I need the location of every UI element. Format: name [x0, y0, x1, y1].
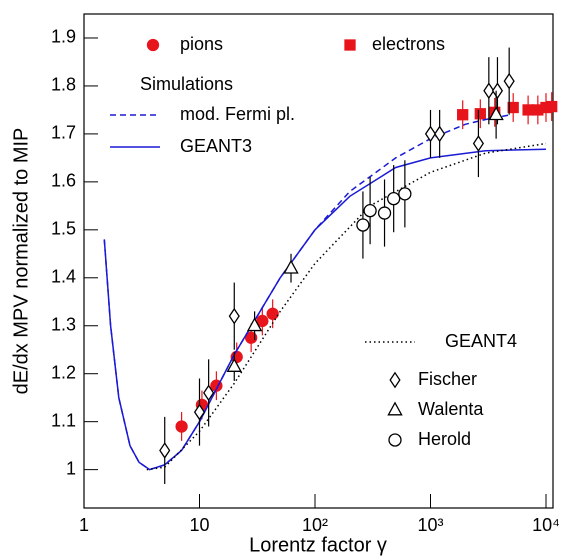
y-tick-label: 1.8 [51, 75, 76, 95]
x-tick-label: 1 [79, 515, 89, 535]
x-axis-label: Lorentz factor γ [249, 534, 387, 556]
marker [491, 82, 504, 100]
marker [503, 72, 515, 90]
legend-label: GEANT3 [180, 136, 252, 156]
marker [388, 433, 402, 447]
marker [377, 206, 392, 220]
y-tick-label: 1.1 [51, 410, 76, 430]
marker [283, 259, 299, 274]
y-tick-label: 1.2 [51, 362, 76, 382]
x-tick-label: 10⁴ [532, 515, 560, 535]
legend-label: Walenta [418, 399, 484, 419]
marker [387, 401, 403, 416]
y-tick-label: 1.5 [51, 219, 76, 239]
marker [546, 100, 558, 113]
curve [103, 148, 547, 471]
marker [344, 39, 356, 51]
x-tick-label: 10² [302, 515, 328, 535]
marker [159, 442, 171, 459]
y-tick-label: 1.6 [51, 171, 76, 191]
marker [363, 203, 377, 218]
marker [228, 307, 240, 325]
legend-header: Simulations [140, 74, 233, 94]
marker [522, 104, 534, 116]
marker [193, 403, 206, 421]
marker [246, 317, 263, 332]
marker [424, 125, 437, 143]
y-axis-label: dE/dx MPV normalized to MIP [10, 128, 32, 395]
marker [398, 187, 412, 201]
marker [474, 108, 486, 120]
marker [175, 420, 188, 433]
marker [387, 192, 401, 206]
marker [434, 125, 446, 143]
legend-label: Herold [418, 429, 471, 449]
marker [226, 357, 242, 372]
marker [483, 82, 495, 100]
marker [472, 135, 485, 152]
legend-label: GEANT4 [445, 331, 517, 351]
y-tick-label: 1 [66, 458, 76, 478]
marker [356, 218, 370, 232]
marker [146, 38, 160, 52]
legend-label: electrons [372, 34, 445, 54]
x-tick-label: 10 [189, 515, 209, 535]
y-tick-label: 1.7 [51, 123, 76, 143]
marker [266, 307, 279, 320]
marker [244, 331, 258, 344]
y-tick-label: 1.4 [51, 267, 76, 287]
legend-label: mod. Fermi pl. [180, 104, 295, 124]
y-tick-label: 1.3 [51, 314, 76, 334]
marker [256, 314, 269, 328]
plot-frame [83, 13, 554, 509]
marker [507, 101, 519, 114]
marker [488, 106, 504, 121]
x-tick-label: 10³ [417, 515, 443, 535]
marker [389, 371, 401, 389]
y-tick-label: 1.9 [51, 27, 76, 47]
legend-label: pions [180, 34, 223, 54]
marker [203, 384, 215, 402]
curve [146, 142, 547, 471]
legend-label: Fischer [418, 369, 477, 389]
marker [457, 109, 469, 121]
